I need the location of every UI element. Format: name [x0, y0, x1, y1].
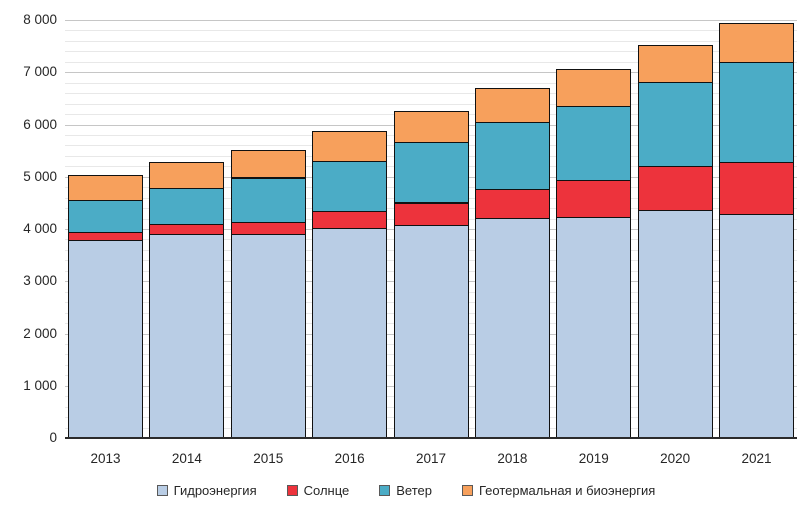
- minor-gridline: [65, 93, 797, 94]
- x-tick-label: 2016: [334, 451, 365, 466]
- bar-segment-2017-series-2: [393, 142, 469, 203]
- legend-item-3: Геотермальная и биоэнергия: [462, 483, 655, 498]
- bar-2019: [556, 20, 632, 438]
- x-tick-label: 2019: [578, 451, 609, 466]
- bar-segment-2013-series-3: [68, 175, 143, 201]
- legend-item-1: Солнце: [286, 483, 350, 498]
- bar-segment-2016-series-1: [312, 211, 388, 229]
- y-tick-label: 5 000: [23, 168, 57, 184]
- x-tick-label: 2013: [90, 451, 121, 466]
- bar-segment-2015-series-2: [230, 178, 306, 223]
- bar-segment-2017-series-3: [393, 111, 469, 143]
- x-tick-label: 2020: [660, 451, 691, 466]
- bar-segment-2015-series-3: [230, 150, 306, 178]
- plot-area: [65, 20, 797, 439]
- bar-segment-2019-series-1: [556, 180, 632, 218]
- bar-2021: [719, 20, 794, 438]
- major-gridline: [65, 20, 797, 21]
- major-gridline: [65, 72, 797, 73]
- bar-segment-2021-series-2: [719, 62, 794, 163]
- y-tick-label: 3 000: [23, 273, 57, 289]
- bar-2020: [637, 20, 713, 438]
- x-tick-label: 2017: [415, 451, 447, 466]
- x-tick-label: 2015: [253, 451, 284, 466]
- bar-segment-2021-series-0: [719, 214, 794, 438]
- bar-segment-2019-series-3: [556, 69, 632, 107]
- legend-label: Солнце: [303, 483, 350, 498]
- x-tick-label: 2021: [741, 451, 772, 466]
- bar-segment-2017-series-0: [393, 225, 469, 438]
- bar-segment-2013-series-0: [68, 240, 143, 438]
- bar-segment-2020-series-1: [637, 166, 713, 211]
- x-axis-tick-labels: 2013 2014 2015 2016 2017 2018 2019 2020 2021: [65, 451, 797, 466]
- x-axis-line: [65, 437, 797, 439]
- legend-label: Ветер: [396, 483, 432, 498]
- bar-2018: [474, 20, 550, 438]
- bar-2013: [68, 20, 143, 438]
- legend-item-2: Ветер: [379, 483, 432, 498]
- bar-segment-2013-series-1: [68, 232, 143, 241]
- y-tick-label: 1 000: [23, 377, 57, 393]
- legend: Гидроэнергия Солнце Ветер Геотермальная и б…: [0, 483, 812, 498]
- y-tick-label: 2 000: [23, 325, 57, 341]
- bar-segment-2016-series-0: [312, 228, 388, 438]
- minor-gridline: [65, 104, 797, 105]
- legend-marker-icon: [286, 485, 298, 496]
- bar-segment-2016-series-3: [312, 131, 388, 162]
- bar-segment-2016-series-2: [312, 161, 388, 212]
- bar-segment-2014-series-1: [149, 224, 225, 235]
- bar-2015: [230, 20, 306, 438]
- bar-segment-2020-series-2: [637, 82, 713, 167]
- bar-segment-2020-series-3: [637, 45, 713, 83]
- legend-label: Гидроэнергия: [173, 483, 257, 498]
- bar-segment-2018-series-0: [474, 218, 550, 438]
- bar-2014: [149, 20, 225, 438]
- minor-gridline: [65, 51, 797, 52]
- bar-segment-2019-series-2: [556, 106, 632, 181]
- bar-segment-2014-series-2: [149, 187, 225, 225]
- x-tick-label: 2018: [497, 451, 528, 466]
- legend-marker-icon: [156, 485, 168, 496]
- bar-segment-2014-series-0: [149, 234, 225, 438]
- legend-item-0: Гидроэнергия: [156, 483, 257, 498]
- bar-segment-2021-series-1: [719, 162, 794, 215]
- minor-gridline: [65, 30, 797, 31]
- legend-label: Геотермальная и биоэнергия: [479, 483, 656, 498]
- bar-segment-2021-series-3: [719, 23, 794, 63]
- bar-segment-2020-series-0: [637, 210, 713, 438]
- bar-segment-2019-series-0: [556, 217, 632, 438]
- y-tick-label: 7 000: [23, 64, 57, 80]
- bar-segment-2014-series-3: [149, 162, 225, 189]
- y-tick-label: 6 000: [23, 116, 57, 132]
- minor-gridline: [65, 62, 797, 63]
- bar-segment-2017-series-1: [393, 203, 469, 226]
- bar-segment-2013-series-2: [68, 200, 143, 233]
- bars-row: [65, 20, 797, 438]
- x-tick-label: 2014: [171, 451, 202, 466]
- minor-gridline: [65, 41, 797, 42]
- bar-2017: [393, 20, 469, 438]
- bar-segment-2015-series-0: [230, 234, 306, 438]
- bar-segment-2015-series-1: [230, 221, 306, 235]
- bar-segment-2018-series-3: [474, 88, 550, 123]
- legend-marker-icon: [462, 485, 473, 496]
- y-tick-label: 0: [49, 430, 57, 445]
- y-tick-label: 8 000: [23, 12, 57, 27]
- bar-segment-2018-series-2: [474, 122, 550, 190]
- minor-gridline: [65, 83, 797, 84]
- legend-marker-icon: [379, 485, 391, 496]
- y-tick-label: 4 000: [23, 221, 57, 236]
- bar-2016: [312, 20, 388, 438]
- bar-segment-2018-series-1: [474, 188, 550, 219]
